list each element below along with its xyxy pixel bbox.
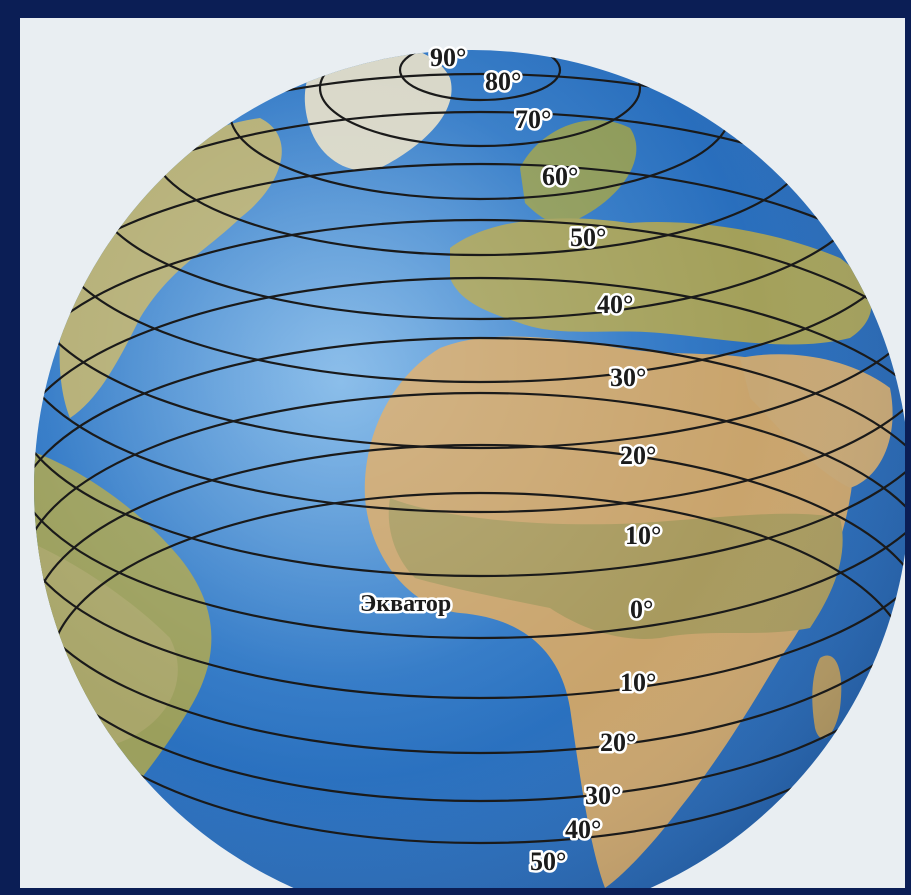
globe: 90° 80° 70° 60° 50° 40° 30° 20° 10° 0° 10° 20° 30° 40…	[34, 41, 905, 888]
latitude-label: 0°	[630, 595, 653, 624]
latitude-label: 30°	[585, 781, 621, 810]
latitude-label: 90°	[430, 43, 466, 72]
latitude-line	[34, 162, 905, 514]
latitude-label: 10°	[620, 668, 656, 697]
latitude-label: 30°	[610, 363, 646, 392]
latitude-line	[34, 443, 905, 803]
latitude-line	[34, 391, 905, 755]
latitude-line	[318, 50, 642, 148]
latitude-line	[34, 276, 905, 640]
latitude-label: 50°	[530, 847, 566, 876]
latitude-line	[34, 336, 905, 700]
latitude-label: 20°	[620, 441, 656, 470]
latitude-label: 80°	[485, 67, 521, 96]
globe-shading	[34, 50, 905, 888]
latitude-line	[34, 218, 905, 578]
latitude-line	[34, 110, 905, 450]
latitude-label: 70°	[515, 105, 551, 134]
latitude-line	[398, 50, 562, 102]
latitude-label: 60°	[542, 162, 578, 191]
latitude-label: 40°	[597, 290, 633, 319]
latitude-label: 50°	[570, 223, 606, 252]
latitude-label: 40°	[565, 815, 601, 844]
latitude-labels: 90° 80° 70° 60° 50° 40° 30° 20° 10° 0° 10° 20° 30° 40…	[428, 41, 664, 879]
equator-label: Экватор	[360, 591, 451, 617]
latitude-label: 20°	[600, 728, 636, 757]
map-panel: 90° 80° 70° 60° 50° 40° 30° 20° 10° 0° 10° 20° 30° 40…	[20, 18, 905, 888]
latitude-label: 10°	[625, 521, 661, 550]
